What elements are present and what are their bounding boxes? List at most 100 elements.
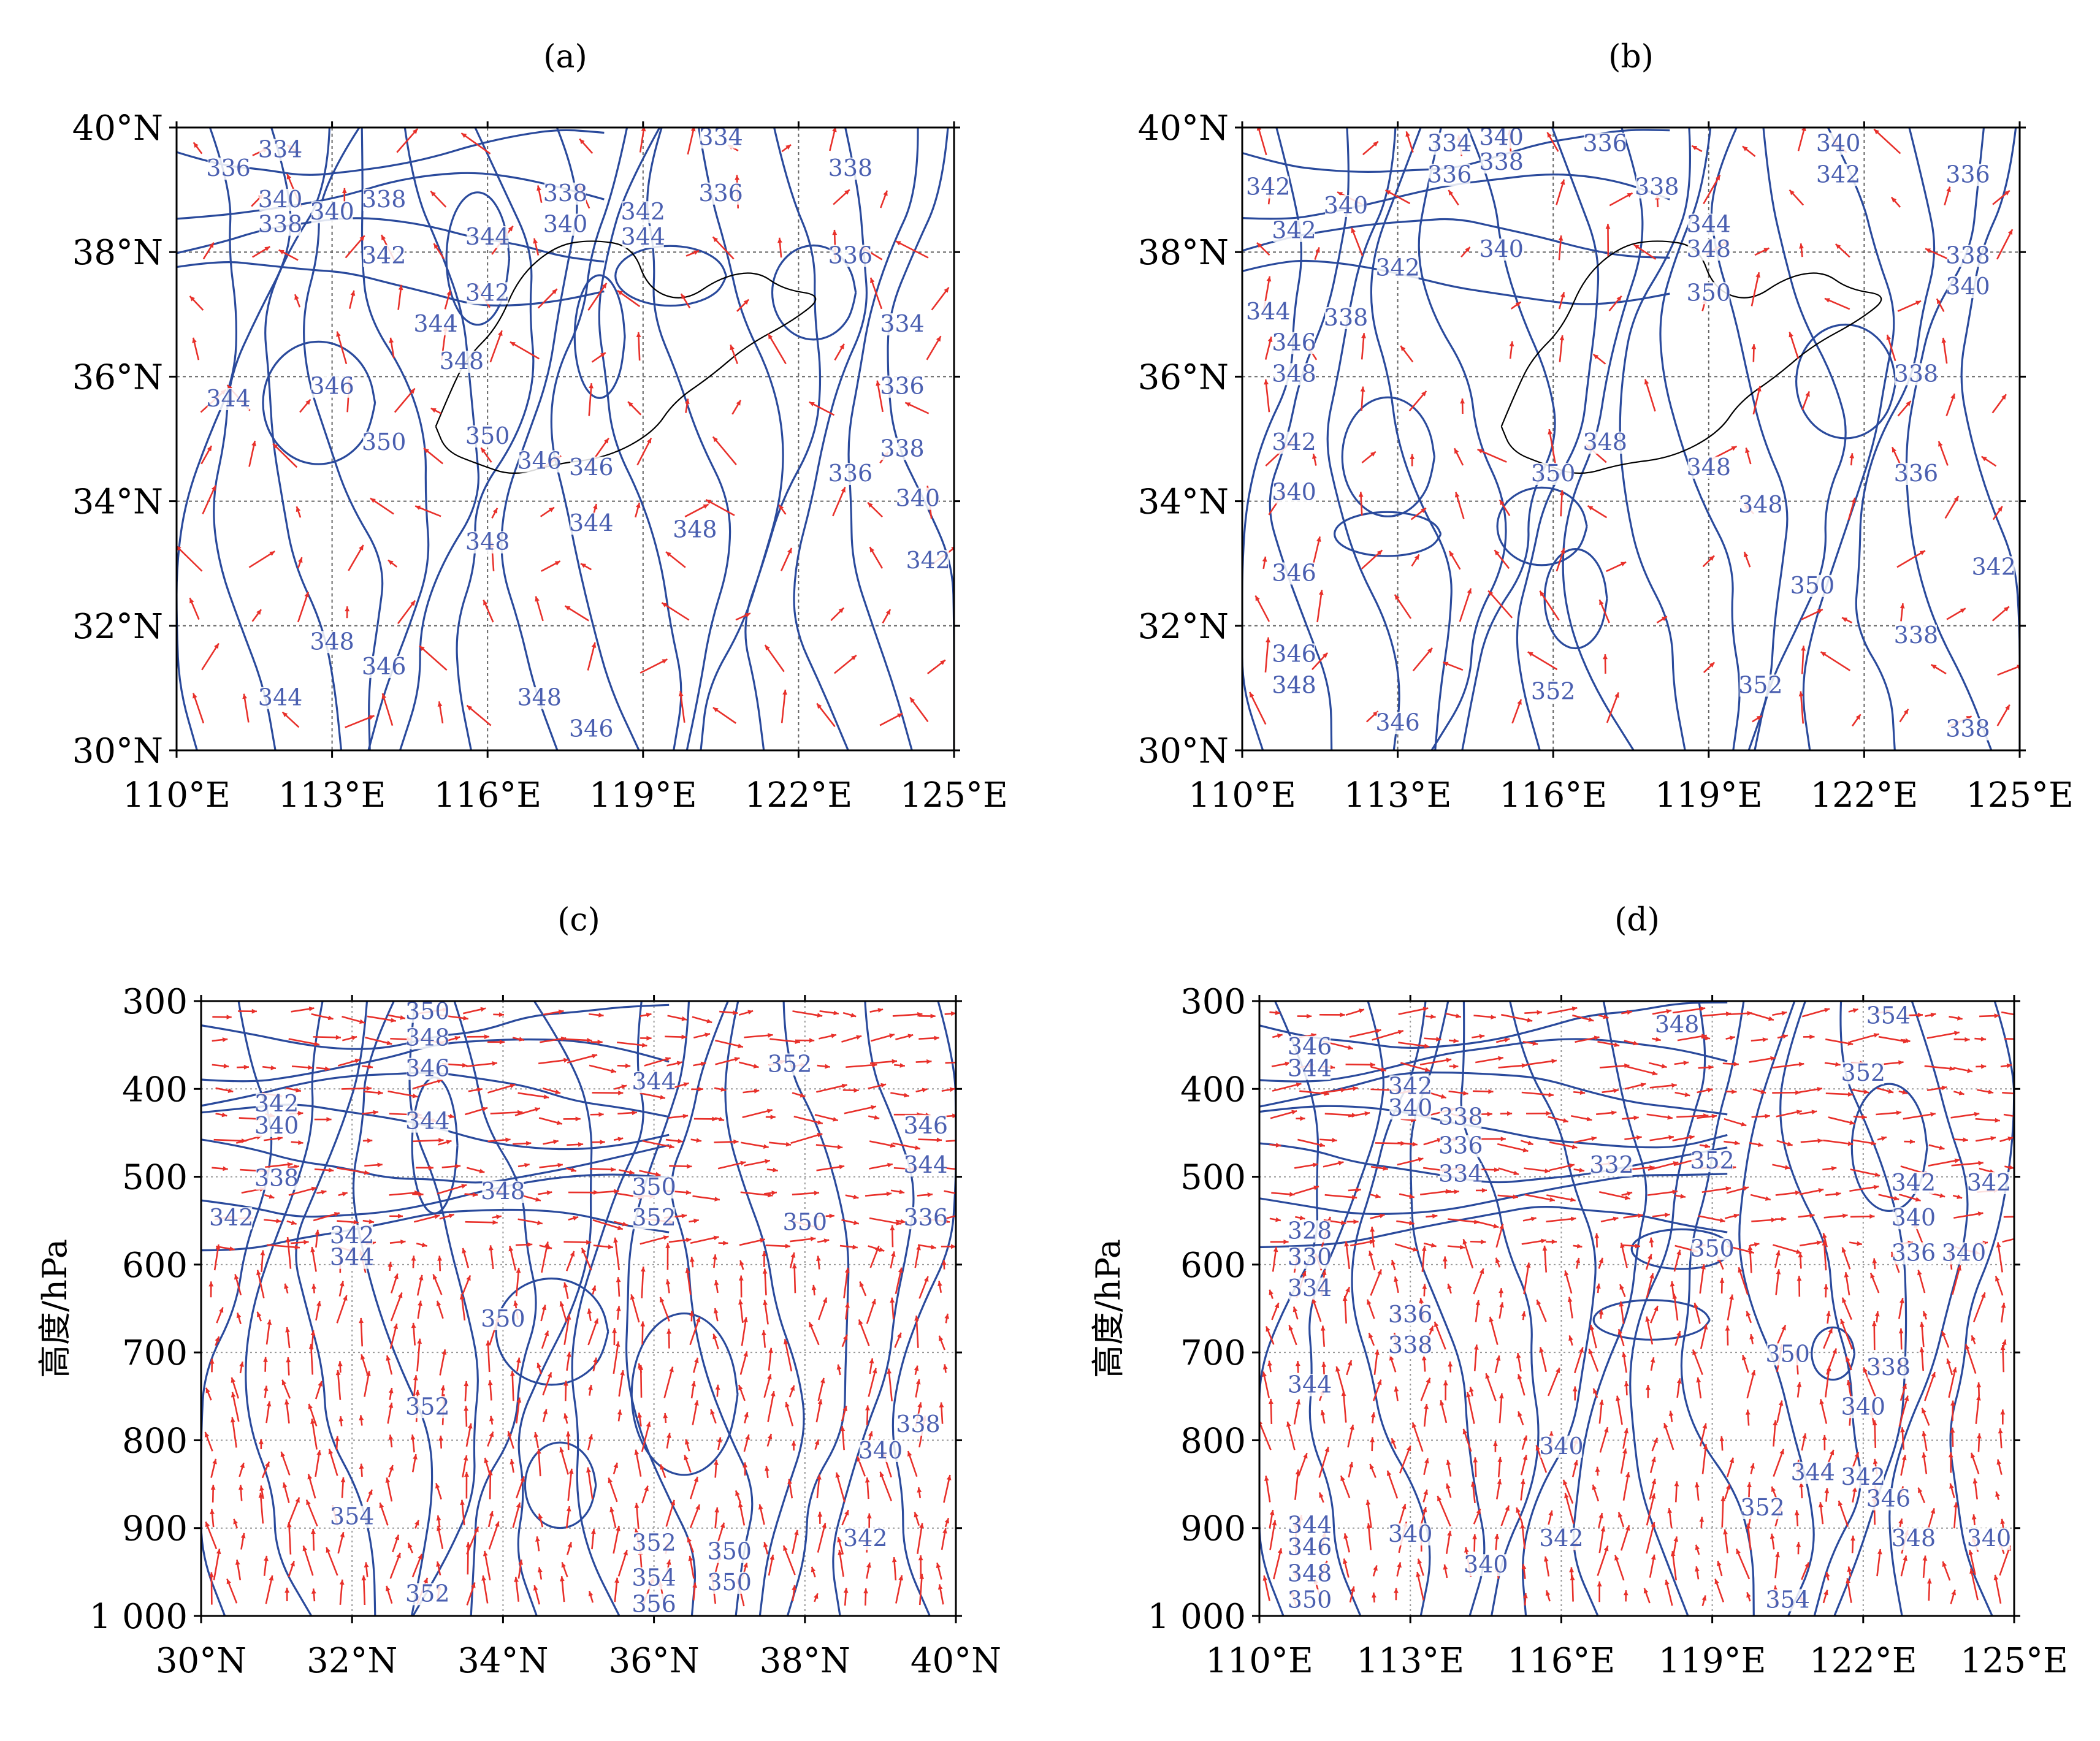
wind-arrowhead (1421, 390, 1427, 397)
wind-arrowhead (1348, 1045, 1353, 1050)
wind-arrowhead (1680, 1194, 1686, 1199)
wind-arrow (2001, 1011, 2014, 1016)
wind-arrowhead (1266, 1326, 1270, 1332)
wind-arrowhead (665, 1279, 671, 1285)
wind-arrowhead (714, 1280, 719, 1286)
wind-arrowhead (1789, 332, 1793, 338)
contour-label-bg (1273, 643, 1315, 666)
wind-arrowhead (1896, 1110, 1902, 1116)
wind-arrowhead (1643, 1588, 1649, 1594)
wind-arrowhead (321, 1189, 327, 1195)
wind-arrowhead (484, 1458, 489, 1463)
contour-label: 352 (768, 1050, 812, 1077)
contour-line (445, 191, 511, 326)
wind-arrowhead (1262, 556, 1267, 562)
wind-arrowhead (1981, 1064, 1987, 1069)
grid-lines (1242, 128, 2020, 750)
wind-arrowhead (689, 1311, 695, 1316)
wind-arrow (1539, 590, 1560, 621)
plot-frame (1258, 1000, 2015, 1617)
wind-arrowhead (836, 1364, 842, 1370)
wind-arrowhead (942, 1528, 947, 1534)
wind-arrowhead (765, 645, 770, 650)
wind-arrowhead (1741, 1355, 1747, 1361)
y-tick-label: 500 (122, 1158, 188, 1198)
wind-arrowhead (700, 1061, 706, 1067)
contour-label-bg (708, 1541, 750, 1563)
y-tick-label: 38°N (1138, 233, 1229, 273)
contour-label-bg (1687, 238, 1730, 261)
contour-label: 336 (903, 1204, 948, 1231)
wind-arrowhead (265, 1461, 270, 1468)
wind-arrowhead (189, 296, 195, 302)
contour-label-bg (1325, 195, 1367, 218)
wind-arrow (287, 1497, 300, 1526)
y-axis-title: 高度/hPa (36, 1239, 74, 1378)
wind-arrowhead (1651, 1522, 1655, 1528)
wind-arrow (1324, 1194, 1357, 1199)
wind-arrowhead (1648, 1254, 1652, 1260)
contour-label-bg (1687, 282, 1730, 305)
wind-arrowhead (226, 1015, 232, 1020)
wind-arrow (1273, 1548, 1282, 1580)
wind-arrowhead (361, 1575, 367, 1581)
wind-arrowhead (616, 1306, 621, 1311)
wind-arrowhead (359, 235, 365, 242)
wind-arrowhead (890, 1225, 895, 1230)
contour-line (1811, 1326, 1856, 1381)
wind-arrowhead (1705, 1035, 1711, 1041)
wind-arrow (272, 443, 298, 468)
contour-label-bg (1739, 674, 1782, 697)
wind-arrowhead (844, 1267, 850, 1273)
contour-label-bg (1636, 176, 1678, 199)
wind-arrowhead (463, 1455, 468, 1461)
contour-label: 350 (405, 997, 450, 1024)
contour-label: 354 (632, 1564, 676, 1591)
wind-arrowhead (240, 1463, 245, 1469)
contour-label-bg (622, 226, 664, 248)
y-tick-label: 900 (122, 1509, 188, 1549)
wind-arrowhead (794, 1530, 799, 1536)
wind-arrowhead (1840, 1319, 1845, 1325)
wind-arrowhead (1676, 1331, 1681, 1336)
wind-arrowhead (1264, 1476, 1269, 1481)
wind-arrowhead (353, 1219, 359, 1225)
contour-label: 348 (465, 528, 510, 555)
wind-arrowhead (856, 1035, 862, 1040)
contour-label-bg (331, 1246, 373, 1269)
wind-arrowhead (1819, 1399, 1824, 1405)
wind-arrow (341, 1087, 372, 1090)
wind-arrowhead (1262, 1371, 1267, 1377)
wind-arrowhead (368, 715, 375, 720)
contour-label-bg (1480, 238, 1522, 261)
wind-arrowhead (483, 600, 488, 606)
wind-arrowhead (825, 1064, 830, 1069)
wind-arrowhead (1614, 692, 1619, 698)
plot-area (1242, 128, 2020, 750)
wind-arrowhead (1997, 506, 2003, 512)
wind-arrowhead (342, 1192, 348, 1197)
wind-arrowhead (1360, 386, 1365, 392)
wind-arrowhead (790, 1252, 796, 1258)
wind-arrowhead (573, 1216, 579, 1221)
x-tick-label: 36°N (608, 1641, 699, 1681)
wind-arrowhead (744, 613, 750, 618)
wind-arrowhead (1683, 1061, 1689, 1065)
wind-arrowhead (1904, 1038, 1911, 1043)
wind-arrowhead (337, 1361, 343, 1366)
wind-arrow (311, 1419, 318, 1450)
wind-arrowhead (1397, 1562, 1402, 1568)
contour-line (630, 1312, 739, 1476)
wind-arrowhead (1978, 1160, 1984, 1166)
wind-arrowhead (1665, 1213, 1670, 1217)
x-tick-label: 110°E (1188, 775, 1296, 815)
contour-label-bg (1867, 1356, 1909, 1379)
contour-label: 328 (1288, 1217, 1332, 1244)
wind-arrowhead (841, 1083, 847, 1089)
wind-arrowhead (1548, 1092, 1554, 1097)
wind-arrowhead (871, 1299, 876, 1305)
wind-arrowhead (1481, 1239, 1486, 1244)
contour-label: 344 (1288, 1055, 1332, 1082)
wind-arrowhead (1994, 1013, 1999, 1018)
wind-arrowhead (747, 1010, 754, 1015)
